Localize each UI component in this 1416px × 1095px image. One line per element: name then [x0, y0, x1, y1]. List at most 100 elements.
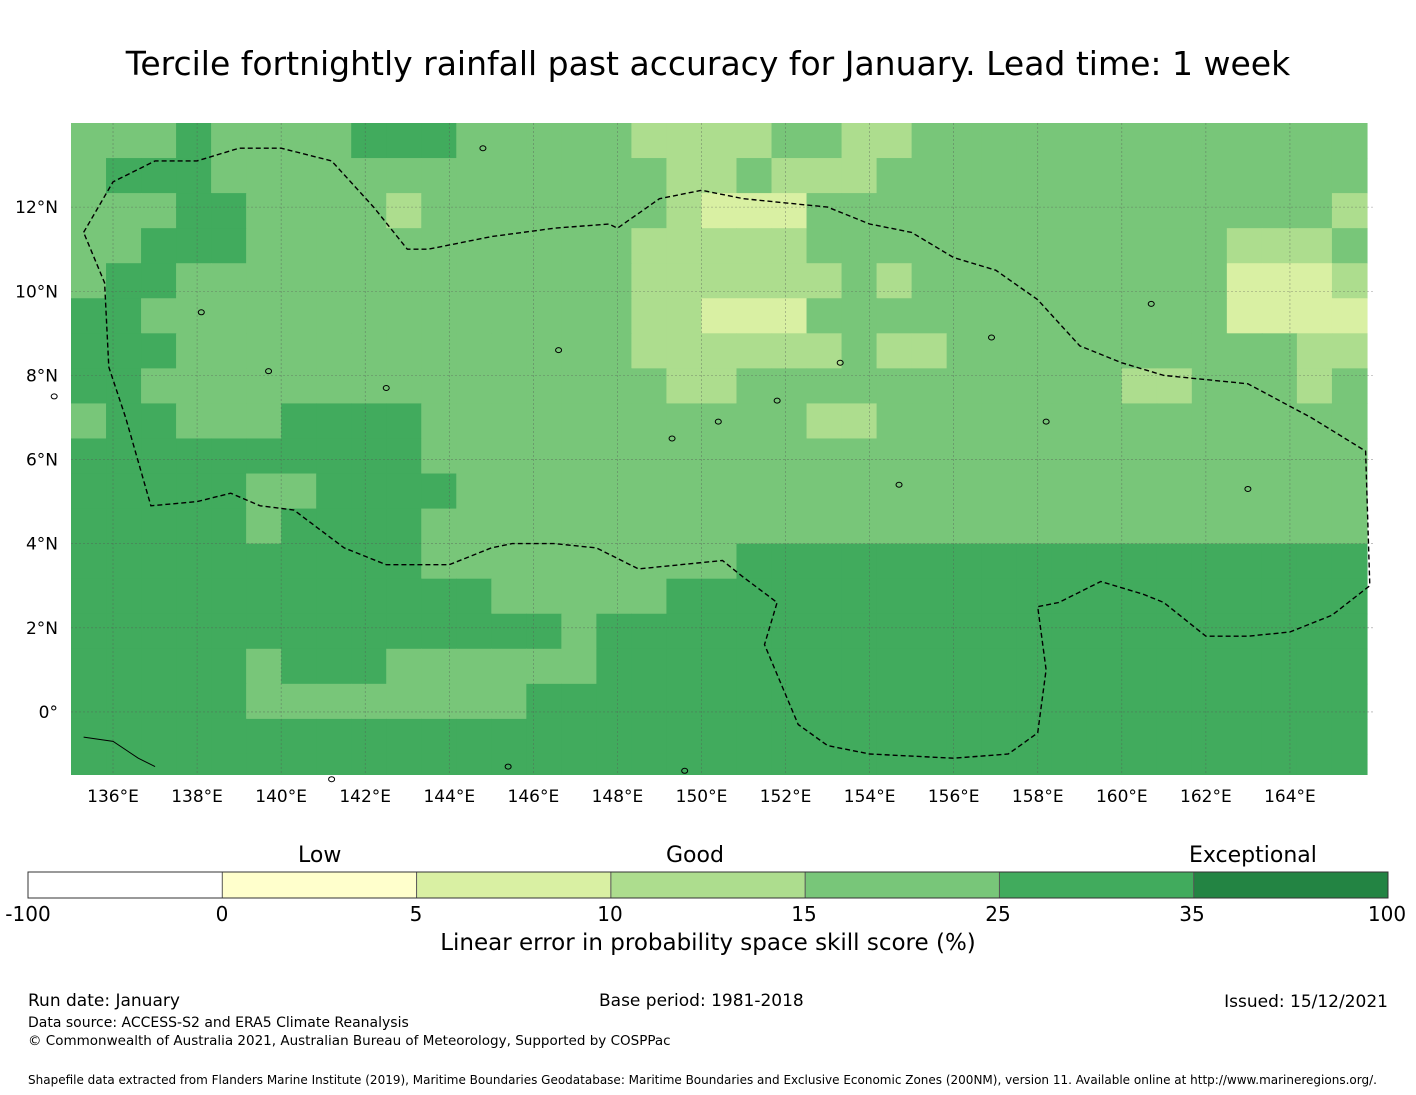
grid-cell — [246, 158, 282, 194]
grid-cell — [1157, 964, 1193, 1000]
grid-cell — [1156, 158, 1193, 194]
grid-cell — [1296, 718, 1333, 755]
grid-cell — [981, 753, 1018, 775]
grid-cell — [1016, 613, 1053, 650]
grid-cell — [71, 718, 107, 755]
grid-cell — [71, 438, 107, 475]
grid-cell — [1191, 473, 1228, 510]
grid-cell — [1261, 718, 1298, 755]
grid-cell — [841, 648, 878, 685]
grid-cell — [421, 683, 457, 720]
grid-cell — [596, 683, 633, 720]
grid-cell — [526, 298, 562, 334]
grid-cell — [1121, 368, 1158, 405]
grid-cell — [701, 228, 738, 264]
grid-cell — [1121, 648, 1158, 685]
latitude-tick-label: 4°N — [26, 535, 58, 555]
grid-cell — [666, 158, 703, 194]
grid-cell — [1296, 333, 1333, 369]
grid-cell — [561, 228, 597, 264]
grid-cell — [1121, 438, 1158, 475]
grid-cell — [1331, 158, 1368, 194]
grid-cell — [736, 333, 773, 369]
grid-cell — [351, 158, 387, 194]
grid-cell — [456, 964, 492, 1000]
grid-cell — [1261, 543, 1298, 580]
grid-cell — [946, 228, 983, 264]
grid-cell — [351, 543, 387, 580]
grid-cell — [141, 298, 177, 334]
grid-cell — [456, 368, 492, 405]
grid-cell — [211, 613, 247, 650]
grid-cell — [806, 543, 843, 580]
grid-cell — [211, 753, 247, 775]
grid-cell — [491, 508, 527, 545]
grid-cell — [526, 543, 562, 580]
grid-cell — [71, 403, 107, 440]
grid-cell — [806, 508, 843, 545]
grid-cell — [1226, 508, 1263, 545]
grid-cell — [421, 403, 457, 440]
longitude-tick-label: 162°E — [1180, 787, 1232, 807]
grid-cell — [771, 228, 808, 264]
grid-cell — [386, 613, 422, 650]
grid-cell — [981, 403, 1018, 440]
grid-cell — [281, 964, 317, 1000]
grid-cell — [841, 263, 878, 299]
grid-cell — [1156, 578, 1193, 615]
grid-cell — [561, 543, 597, 580]
grid-cell — [1191, 263, 1228, 299]
grid-cell — [1051, 158, 1088, 194]
grid-cell — [106, 193, 142, 229]
grid-cell — [1156, 228, 1193, 264]
grid-cell — [1191, 543, 1228, 580]
grid-cell — [911, 578, 948, 615]
grid-cell — [281, 263, 317, 299]
grid-cell — [596, 263, 633, 299]
copyright: © Commonwealth of Australia 2021, Austra… — [28, 1033, 671, 1049]
grid-cell — [351, 403, 387, 440]
grid-cell — [316, 193, 352, 229]
grid-cell — [1331, 718, 1368, 755]
grid-cell — [1121, 683, 1158, 720]
grid-cell — [1331, 298, 1368, 334]
grid-cell — [211, 228, 247, 264]
grid-cell — [386, 193, 422, 229]
grid-cell — [491, 648, 527, 685]
grid-cell — [1226, 753, 1263, 775]
grid-cell — [386, 263, 422, 299]
grid-cell — [666, 403, 703, 440]
grid-cell — [176, 683, 212, 720]
grid-cell — [1121, 508, 1158, 545]
grid-cell — [456, 228, 492, 264]
grid-cell — [491, 333, 527, 369]
grid-cell — [316, 123, 352, 159]
grid-cell — [246, 473, 282, 510]
grid-cell — [211, 683, 247, 720]
grid-cell — [1156, 648, 1193, 685]
colorbar-segment — [805, 872, 1000, 898]
grid-cell — [1261, 508, 1298, 545]
grid-cell — [1296, 508, 1333, 545]
grid-cell — [281, 683, 317, 720]
colorbar-segment — [610, 872, 806, 898]
grid-cell — [1156, 718, 1193, 755]
grid-cell — [176, 298, 212, 334]
grid-cell — [316, 718, 352, 755]
grid-cell — [491, 263, 527, 299]
grid-cell — [1086, 193, 1123, 229]
grid-cell — [456, 158, 492, 194]
grid-cell — [386, 543, 422, 580]
grid-cell — [106, 578, 142, 615]
grid-cell — [491, 683, 527, 720]
grid-cell — [246, 648, 282, 685]
grid-cell — [1156, 263, 1193, 299]
grid-cell — [246, 964, 282, 1000]
grid-cell — [1086, 648, 1123, 685]
grid-cell — [1331, 263, 1368, 299]
grid-cell — [351, 228, 387, 264]
grid-cell — [1261, 333, 1298, 369]
grid-cell — [176, 894, 212, 930]
grid-cell — [1051, 263, 1088, 299]
grid-cell — [981, 298, 1018, 334]
